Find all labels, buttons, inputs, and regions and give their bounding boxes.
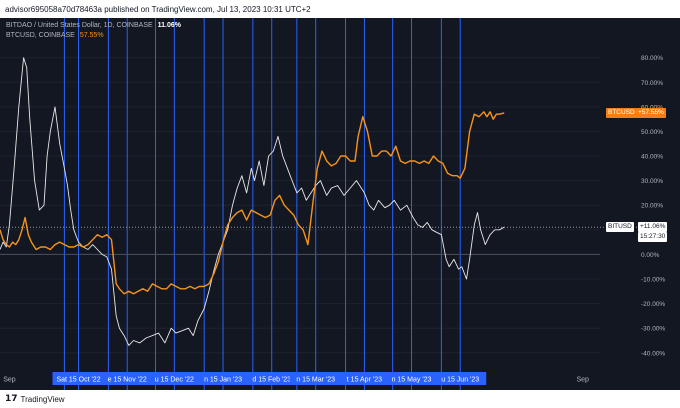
x-tick-label: Sat 15 Oct '22 xyxy=(56,377,100,384)
x-tick-highlight xyxy=(245,372,298,385)
x-tick-highlight xyxy=(385,372,438,385)
legend-series-2[interactable]: BTCUSD, COINBASE 57.55% xyxy=(6,32,104,39)
x-tick-label: n 15 Jan '23 xyxy=(204,377,242,384)
x-tick-label: Sep xyxy=(3,377,16,384)
x-tick-label: n 15 May '23 xyxy=(392,377,432,384)
btc-price-tag-label: BTCUSD xyxy=(606,107,637,118)
x-tick-label: u 15 Jun '23 xyxy=(441,377,479,384)
y-tick-label: -30.00% xyxy=(641,326,665,333)
publish-info-bar: advisor695058a70d78463a published on Tra… xyxy=(0,0,680,18)
legend-series-1[interactable]: BITDAO / United States Dollar, 1D, COINB… xyxy=(6,22,181,29)
x-tick-highlight xyxy=(101,372,154,385)
x-tick-label: d 15 Feb '23 xyxy=(252,377,291,384)
x-tick-label: Sep xyxy=(576,377,589,384)
btcusd-series-line xyxy=(0,111,505,295)
chart-area[interactable]: 80.00% 70.00% 60.00% 50.00% 40.00% 30.00% 20.0… xyxy=(0,18,680,390)
legend-series-2-value: 57.55% xyxy=(79,32,104,39)
y-tick-label: 70.00% xyxy=(641,80,663,87)
x-tick-highlight xyxy=(434,372,487,385)
y-tick-label: 50.00% xyxy=(641,129,663,136)
bitdao-series-line xyxy=(0,57,505,346)
x-tick-label: e 15 Nov '22 xyxy=(108,377,147,384)
y-tick-label: 20.00% xyxy=(641,203,663,210)
y-tick-label: 30.00% xyxy=(641,178,663,185)
chart-svg: 80.00% 70.00% 60.00% 50.00% 40.00% 30.00% 20.0… xyxy=(0,18,665,390)
y-tick-label: 80.00% xyxy=(641,55,663,62)
publish-info-text: advisor695058a70d78463a published on Tra… xyxy=(5,4,311,14)
x-tick-label: t 15 Apr '23 xyxy=(347,377,382,384)
x-tick-label: u 15 Dec '22 xyxy=(155,377,194,384)
x-tick-highlight xyxy=(52,372,105,385)
x-tick-highlight xyxy=(338,372,391,385)
bit-price-tag-label: BITUSD xyxy=(606,222,634,233)
y-tick-label: -40.00% xyxy=(641,350,665,357)
y-tick-label: 0.00% xyxy=(641,252,660,259)
y-tick-label: 60.00% xyxy=(641,104,663,111)
tradingview-logo-icon[interactable]: 17 xyxy=(5,394,18,404)
x-tick-highlight xyxy=(197,372,250,385)
x-tick-highlight xyxy=(289,372,342,385)
legend-series-1-value: 11.06% xyxy=(157,22,181,29)
tradingview-brand[interactable]: TradingView xyxy=(20,394,65,404)
legend-series-2-label: BTCUSD, COINBASE xyxy=(6,32,75,39)
y-tick-label: -10.00% xyxy=(641,277,665,284)
bit-countdown-tag: 15:27:30 xyxy=(638,232,668,243)
bit-price-tag-value: +11.06% xyxy=(638,222,668,233)
footer-bar: 17 TradingView xyxy=(0,390,680,408)
x-tick-label: n 15 Mar '23 xyxy=(296,377,335,384)
y-tick-label: 40.00% xyxy=(641,154,663,161)
x-tick-highlight xyxy=(148,372,201,385)
legend-series-1-label: BITDAO / United States Dollar, 1D, COINB… xyxy=(6,22,153,29)
y-tick-label: -20.00% xyxy=(641,301,665,308)
btc-price-tag-value: +57.55% xyxy=(636,107,666,118)
